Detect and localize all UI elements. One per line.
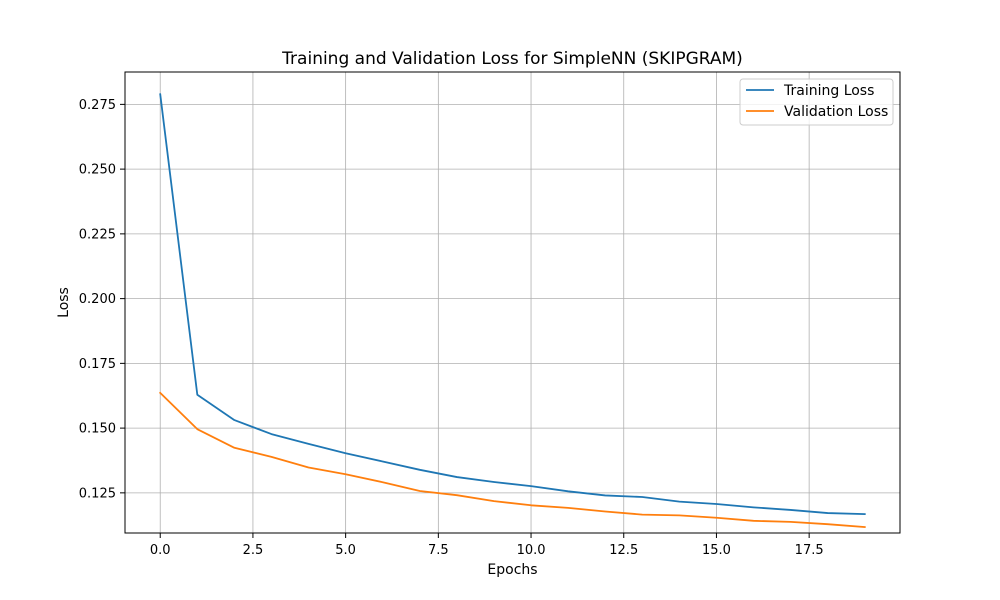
y-axis-ticks: 0.125 0.150 0.175 0.200 0.225 0.250 0.275 [79,98,125,501]
series-lines [158,93,866,529]
y-tick-label: 0.250 [79,163,116,178]
legend-items: Training Loss Validation Loss [746,83,888,120]
chart-title: Training and Validation Loss for SimpleN… [281,49,743,69]
plot-frame [124,71,901,534]
series-line-training-loss [159,93,866,516]
x-tick-label: 7.5 [428,543,449,558]
y-tick-label: 0.225 [79,227,116,242]
grid-lines [125,72,900,533]
x-tick-label: 12.5 [609,543,638,558]
legend: Training Loss Validation Loss [739,78,894,126]
x-tick-label: 17.5 [795,543,824,558]
y-axis-label: Loss [56,287,72,318]
x-tick-label: 2.5 [243,543,264,558]
x-tick-label: 5.0 [335,543,356,558]
x-tick-label: 10.0 [517,543,546,558]
x-axis-label: Epochs [487,562,537,578]
legend-label: Validation Loss [784,104,888,120]
legend-label: Training Loss [783,83,874,99]
y-tick-label: 0.200 [79,292,116,307]
x-tick-label: 0.0 [150,543,171,558]
y-tick-label: 0.275 [79,98,116,113]
series-line-validation-loss [158,391,866,529]
x-tick-label: 15.0 [702,543,731,558]
y-tick-label: 0.175 [79,357,116,372]
y-tick-label: 0.125 [79,486,116,501]
x-axis-ticks: 0.0 2.5 5.0 7.5 10.0 12.5 15.0 17.5 [150,533,824,558]
y-tick-label: 0.150 [79,422,116,437]
legend-box [739,78,894,126]
